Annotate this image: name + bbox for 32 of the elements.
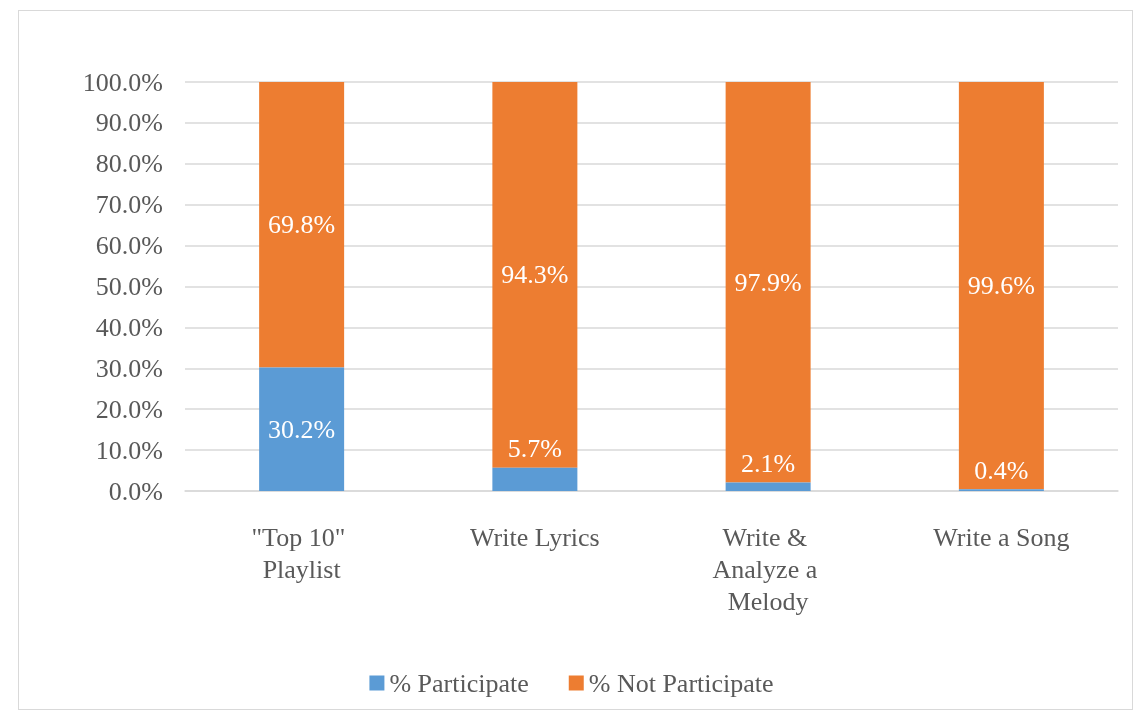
y-tick-label: 50.0% — [95, 272, 163, 301]
data-label: 0.4% — [974, 455, 1029, 485]
legend-label: % Not Participate — [588, 668, 774, 698]
y-tick-label: 10.0% — [95, 435, 163, 465]
x-tick-label: Write a Song — [933, 522, 1070, 552]
y-tick-label: 100.0% — [82, 67, 163, 97]
y-tick-label: 60.0% — [95, 231, 163, 261]
data-label: 99.6% — [967, 271, 1035, 301]
data-label: 5.7% — [507, 434, 562, 464]
data-label: 2.1% — [741, 448, 796, 478]
data-label: 94.3% — [501, 260, 569, 290]
bar — [492, 467, 578, 491]
legend-label: % Participate — [389, 668, 529, 698]
y-tick-label: 70.0% — [95, 190, 163, 220]
data-label: 69.8% — [268, 210, 336, 240]
y-tick-label: 40.0% — [95, 312, 163, 342]
bar — [725, 482, 811, 491]
bar — [725, 82, 811, 483]
data-label: 30.2% — [268, 414, 336, 444]
y-tick-label: 0.0% — [108, 476, 163, 506]
x-tick-label: Write Lyrics — [470, 522, 600, 552]
data-label: 97.9% — [734, 267, 802, 297]
bar — [492, 82, 578, 468]
bar — [259, 82, 345, 368]
y-tick-label: 80.0% — [95, 149, 163, 179]
bar — [259, 367, 345, 491]
y-tick-label: 90.0% — [95, 108, 163, 138]
y-tick-label: 30.0% — [95, 353, 163, 383]
bar — [958, 82, 1044, 490]
y-tick-label: 20.0% — [95, 394, 163, 424]
x-tick-label: "Top 10" Playlist — [251, 522, 352, 584]
x-tick-label: Write & Analyze a Melody — [712, 522, 824, 616]
